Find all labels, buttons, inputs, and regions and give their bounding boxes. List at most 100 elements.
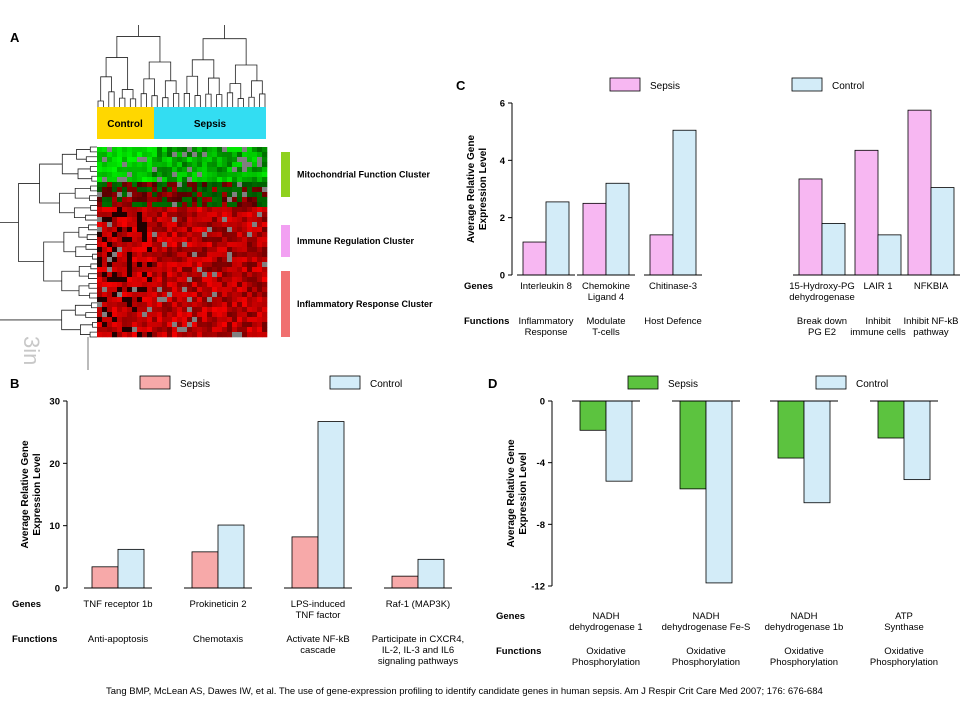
heatmap-cell: [257, 292, 263, 298]
heatmap-cell: [112, 272, 118, 278]
heatmap-cell: [192, 212, 198, 218]
heatmap-cell: [127, 162, 133, 168]
dendrogram-branch: [194, 95, 201, 107]
heatmap-cell: [202, 172, 208, 178]
heatmap-cell: [212, 262, 218, 268]
heatmap-cell: [232, 182, 238, 188]
heatmap-cell: [207, 332, 213, 338]
heatmap-cell: [117, 287, 123, 293]
heatmap-cell: [182, 182, 188, 188]
heatmap-cell: [127, 317, 133, 323]
heatmap-cell: [237, 332, 243, 338]
heatmap-cell: [127, 182, 133, 188]
heatmap-cell: [237, 292, 243, 298]
heatmap-cell: [142, 277, 148, 283]
heatmap-cell: [227, 332, 233, 338]
heatmap-cell: [137, 242, 143, 248]
dendrogram-branch: [86, 234, 97, 240]
heatmap-cell: [217, 152, 223, 158]
heatmap-cell: [232, 287, 238, 293]
chart-c: Sepsis Control 0 2 4 6 Average Relative GeneEx…: [464, 77, 960, 338]
bar-sepsis: [391, 575, 419, 589]
heatmap-cell: [187, 282, 193, 288]
heatmap-cell: [222, 272, 228, 278]
gene-label: Prokineticin 2: [189, 599, 246, 610]
heatmap-cell: [187, 327, 193, 333]
heatmap-cell: [152, 177, 158, 183]
heatmap-cell: [187, 267, 193, 273]
heatmap-cell: [217, 292, 223, 298]
heatmap-cell: [252, 187, 258, 193]
heatmap-cell: [192, 232, 198, 238]
function-label: Break down: [797, 316, 847, 327]
heatmap-cell: [167, 292, 173, 298]
heatmap-cell: [237, 287, 243, 293]
heatmap-cell: [197, 302, 203, 308]
heatmap-cell: [102, 232, 108, 238]
heatmap-cell: [232, 317, 238, 323]
heatmap-cell: [217, 212, 223, 218]
heatmap-cell: [97, 172, 103, 178]
heatmap-cell: [107, 237, 113, 243]
heatmap-cell: [167, 247, 173, 253]
heatmap-cell: [152, 332, 158, 338]
heatmap-cell: [192, 277, 198, 283]
heatmap-cell: [102, 172, 108, 178]
heatmap-cell: [117, 172, 123, 178]
heatmap-cell: [202, 232, 208, 238]
heatmap-cell: [112, 282, 118, 288]
heatmap-cell: [227, 182, 233, 188]
heatmap-cell: [177, 297, 183, 303]
heatmap-cell: [152, 202, 158, 208]
heatmap-cell: [172, 192, 178, 198]
heatmap-cell: [102, 217, 108, 223]
heatmap-cell: [192, 257, 198, 263]
bar-control: [877, 234, 902, 276]
heatmap-cell: [257, 172, 263, 178]
heatmap-cell: [97, 322, 103, 328]
heatmap-cell: [237, 237, 243, 243]
heatmap-cell: [202, 252, 208, 258]
heatmap-cell: [202, 217, 208, 223]
heatmap-cell: [122, 262, 128, 268]
heatmap-cell: [252, 302, 258, 308]
heatmap-cell: [107, 262, 113, 268]
heatmap-cell: [107, 227, 113, 233]
heatmap-cell: [157, 172, 163, 178]
heatmap-cell: [112, 152, 118, 158]
heatmap-cell: [117, 237, 123, 243]
heatmap-cell: [177, 192, 183, 198]
heatmap-cell: [187, 272, 193, 278]
heatmap-cell: [187, 147, 193, 153]
heatmap-cell: [262, 252, 268, 258]
heatmap-cell: [197, 242, 203, 248]
heatmap-cell: [192, 242, 198, 248]
dendrogram-branch: [74, 188, 91, 199]
heatmap-cell: [262, 262, 268, 268]
dendrogram-branch: [162, 97, 169, 107]
heatmap-cell: [147, 247, 153, 253]
heatmap-cell: [107, 252, 113, 258]
heatmap-cell: [117, 317, 123, 323]
heatmap-cell: [132, 242, 138, 248]
heatmap-cell: [202, 242, 208, 248]
heatmap-cell: [177, 202, 183, 208]
heatmap-cell: [152, 172, 158, 178]
heatmap-cell: [247, 322, 253, 328]
dendrogram-branch: [90, 205, 97, 211]
heatmap-cell: [252, 227, 258, 233]
y-tick-label: 0: [540, 397, 545, 408]
heatmap-cell: [127, 332, 133, 338]
heatmap-cell: [147, 227, 153, 233]
heatmap-cell: [177, 147, 183, 153]
heatmap-cell: [97, 227, 103, 233]
heatmap-cell: [132, 257, 138, 263]
heatmap-cell: [242, 272, 248, 278]
heatmap-cell: [102, 182, 108, 188]
heatmap-cell: [257, 202, 263, 208]
heatmap-cell: [122, 152, 128, 158]
heatmap-cell: [237, 162, 243, 168]
heatmap-cell: [257, 327, 263, 333]
heatmap-cell: [127, 222, 133, 228]
heatmap-cell: [247, 167, 253, 173]
